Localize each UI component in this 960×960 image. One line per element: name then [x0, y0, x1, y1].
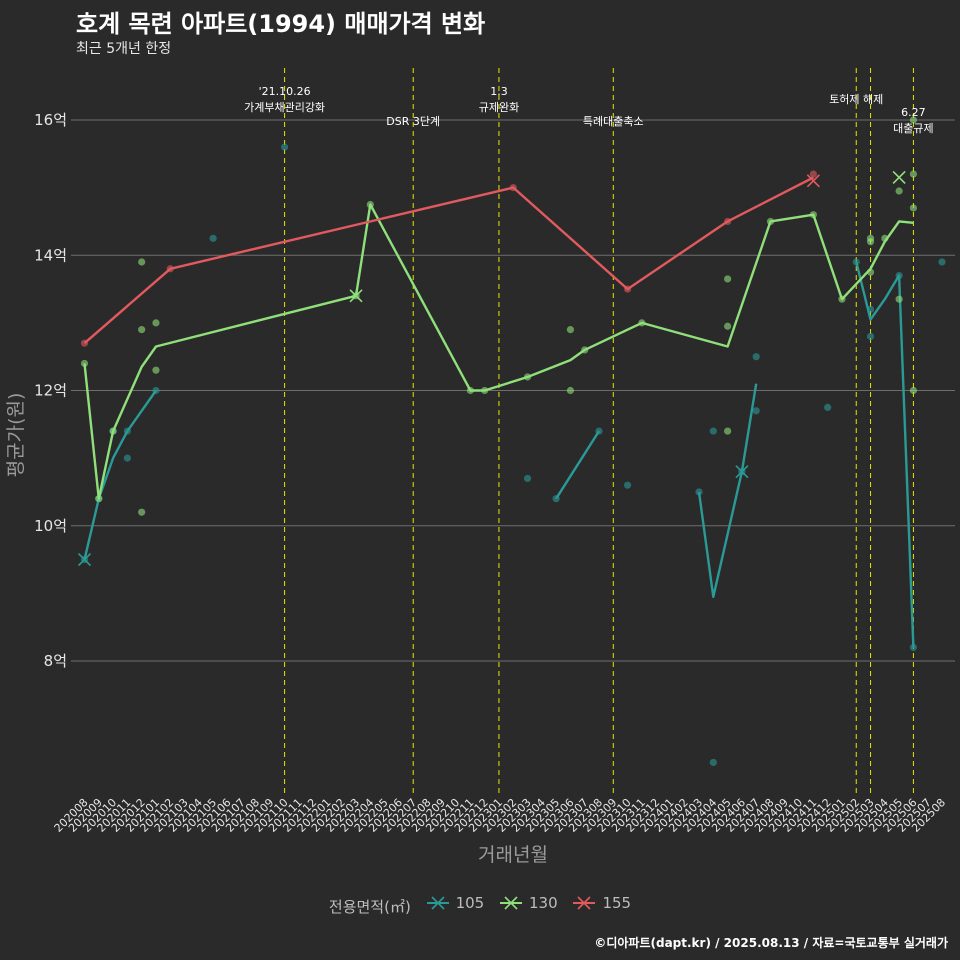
data-point-155 [809, 170, 817, 178]
data-point-105 [523, 474, 532, 483]
data-point-105 [280, 143, 289, 151]
y-axis-title: 평균가(원) [5, 393, 27, 478]
event-label: 특례대출축소 [583, 115, 644, 128]
legend-item-155: 155 [572, 894, 631, 912]
cross-marker-155 [806, 174, 820, 188]
data-point-130 [152, 366, 160, 374]
data-point-130 [909, 204, 918, 212]
data-point-130 [866, 234, 875, 242]
cross-marker-130 [892, 170, 906, 185]
legend-key-155 [573, 896, 596, 910]
event-label: DSR 3단계 [386, 115, 440, 128]
chart-subtitle: 최근 5개년 한정 [76, 41, 172, 57]
legend-key-130 [500, 896, 523, 910]
series-line-130 [83, 203, 914, 500]
data-point-130 [138, 326, 146, 334]
chart-title: 호계 목련 아파트(1994) 매매가격 변화 [76, 10, 486, 38]
event-label: 1.3 규제완화 [479, 85, 519, 114]
y-tick-label: 14억 [34, 246, 67, 264]
legend-label-155: 155 [602, 894, 632, 912]
event-label: '21.10.26 가계부채관리강화 [244, 85, 325, 114]
data-point-105 [866, 332, 875, 340]
data-point-130 [724, 275, 732, 283]
y-tick-label: 8억 [44, 652, 67, 670]
data-point-130 [724, 427, 732, 435]
data-point-130 [138, 258, 146, 266]
y-tick-label: 12억 [34, 382, 67, 400]
legend-item-105: 105 [426, 894, 485, 912]
cross-marker-105 [735, 465, 749, 479]
data-point-105 [938, 258, 946, 266]
data-point-105 [623, 481, 632, 489]
series-line-105 [83, 389, 157, 560]
data-point-130 [138, 508, 146, 516]
data-point-105 [824, 403, 832, 412]
data-point-130 [909, 170, 918, 178]
y-tick-label: 10억 [34, 517, 67, 535]
series-line-105 [555, 430, 601, 500]
data-point-130 [909, 386, 918, 395]
legend: 전용면적(㎡) 105 130 155 [0, 894, 960, 917]
legend-item-130: 130 [499, 894, 558, 912]
event-label: 토허제 해제 [829, 92, 883, 106]
legend-key-105 [426, 896, 449, 910]
data-point-130 [909, 116, 918, 124]
y-tick-label: 16억 [34, 111, 67, 129]
data-point-105 [209, 234, 217, 242]
legend-label-105: 105 [455, 894, 485, 912]
data-point-130 [895, 295, 903, 303]
legend-title: 전용면적(㎡) [328, 898, 411, 916]
cross-marker-105 [77, 552, 92, 567]
data-point-105 [123, 454, 131, 462]
data-point-105 [709, 427, 717, 435]
data-point-105 [752, 353, 760, 361]
series-line-155 [83, 176, 814, 345]
legend-label-130: 130 [529, 894, 558, 912]
data-point-130 [566, 386, 575, 395]
series-line-105 [697, 383, 758, 598]
cross-marker-130 [349, 289, 363, 303]
data-point-130 [152, 319, 160, 327]
event-label: 6.27 대출규제 [893, 106, 933, 135]
x-axis-title: 거래년월 [478, 844, 548, 866]
data-point-105 [709, 758, 717, 767]
data-point-130 [895, 187, 903, 195]
data-point-105 [752, 407, 760, 415]
data-point-130 [724, 322, 732, 330]
source-caption: ©디아파트(dapt.kr) / 2025.08.13 / 자료=국토교통부 실… [594, 936, 948, 950]
data-point-130 [566, 326, 575, 334]
series-line-105 [855, 261, 915, 648]
